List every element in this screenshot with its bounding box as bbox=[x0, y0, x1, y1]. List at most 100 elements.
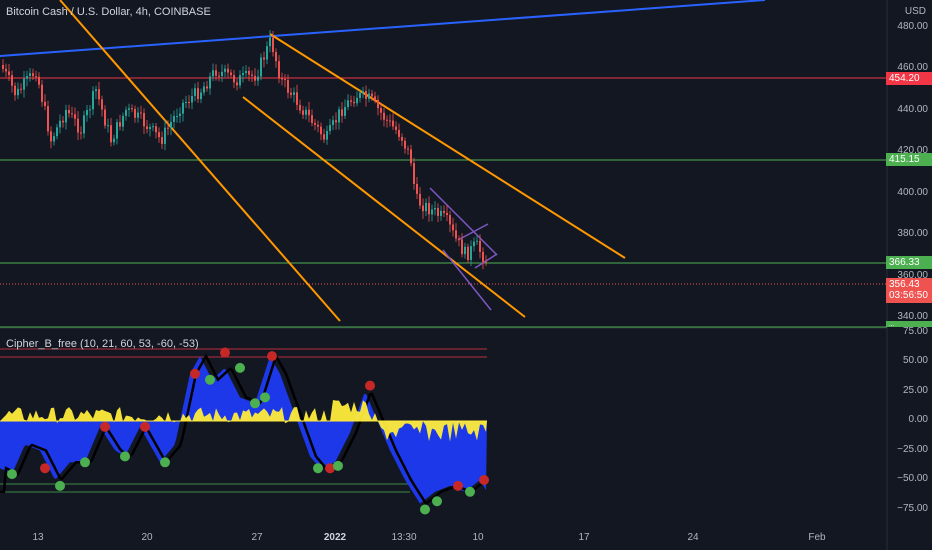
candle-body bbox=[260, 57, 262, 77]
candle-body bbox=[41, 84, 43, 102]
candle-body bbox=[143, 113, 145, 127]
candle-body bbox=[101, 99, 103, 110]
candle-body bbox=[152, 126, 154, 128]
candlestick-series bbox=[2, 29, 487, 270]
candle-body bbox=[197, 88, 199, 100]
indicator-series bbox=[0, 347, 489, 515]
candle-body bbox=[302, 110, 304, 115]
candle-body bbox=[14, 85, 16, 96]
candle-body bbox=[167, 127, 169, 129]
candle-body bbox=[467, 246, 469, 260]
candle-body bbox=[281, 78, 283, 80]
candle-body bbox=[68, 109, 70, 114]
candle-body bbox=[359, 92, 361, 98]
candle-body bbox=[443, 210, 445, 213]
candle-body bbox=[257, 76, 259, 81]
buy-dot bbox=[160, 457, 170, 468]
candle-body bbox=[461, 239, 463, 255]
sell-dot bbox=[220, 347, 230, 358]
time-tick: 10 bbox=[472, 532, 484, 543]
candle-body bbox=[365, 91, 367, 99]
candle-body bbox=[116, 122, 118, 139]
candle-body bbox=[368, 93, 370, 99]
candle-body bbox=[137, 112, 139, 118]
time-tick: 20 bbox=[141, 532, 153, 543]
candle-body bbox=[338, 109, 340, 123]
red-level-label: 454.20 bbox=[886, 72, 932, 85]
candle-body bbox=[455, 230, 457, 239]
price-tick: 440.00 bbox=[897, 104, 928, 115]
candle-body bbox=[32, 73, 34, 77]
candle-body bbox=[224, 68, 226, 72]
candle-body bbox=[485, 261, 487, 263]
time-tick: 2022 bbox=[323, 532, 347, 543]
candle-body bbox=[374, 96, 376, 100]
current-price-value: 356.43 bbox=[889, 279, 920, 290]
candle-body bbox=[335, 120, 337, 123]
orange-trendline-1[interactable] bbox=[59, 0, 341, 322]
candle-body bbox=[308, 109, 310, 116]
orange-channel-upper[interactable] bbox=[269, 33, 626, 259]
price-tick: 380.00 bbox=[897, 228, 928, 239]
candle-body bbox=[419, 193, 421, 206]
time-tick: 24 bbox=[687, 532, 699, 543]
candle-body bbox=[278, 61, 280, 79]
candle-body bbox=[20, 88, 22, 90]
purple-flag-pattern[interactable] bbox=[429, 187, 498, 311]
candle-body bbox=[275, 52, 277, 62]
candle-body bbox=[353, 101, 355, 104]
candle-body bbox=[314, 122, 316, 125]
candle-body bbox=[65, 109, 67, 123]
indicator-tick: 50.00 bbox=[902, 355, 928, 366]
currency-label: USD bbox=[904, 6, 926, 17]
candle-body bbox=[287, 80, 289, 93]
candle-body bbox=[74, 114, 76, 119]
candle-body bbox=[89, 109, 91, 111]
indicator-tick: −50.00 bbox=[897, 473, 928, 484]
indicator-title[interactable]: Cipher_B_free (10, 21, 60, 53, -60, -53) bbox=[6, 338, 199, 350]
price-tick: 460.00 bbox=[897, 62, 928, 73]
candle-body bbox=[470, 246, 472, 260]
candle-body bbox=[125, 109, 127, 116]
buy-dot bbox=[55, 480, 65, 491]
candle-body bbox=[347, 100, 349, 107]
candle-body bbox=[128, 108, 130, 110]
candle-body bbox=[386, 119, 388, 121]
candle-body bbox=[476, 240, 478, 242]
candle-body bbox=[59, 120, 61, 128]
candle-body bbox=[164, 127, 166, 144]
candle-body bbox=[17, 88, 19, 96]
candle-body bbox=[371, 93, 373, 97]
price-tick: 400.00 bbox=[897, 187, 928, 198]
candle-body bbox=[170, 121, 172, 128]
blue-trendline[interactable] bbox=[0, 0, 766, 57]
candle-body bbox=[188, 102, 190, 104]
candle-body bbox=[266, 46, 268, 60]
candle-body bbox=[425, 202, 427, 212]
candle-body bbox=[176, 116, 178, 118]
candle-body bbox=[437, 208, 439, 216]
candle-body bbox=[356, 97, 358, 104]
candle-body bbox=[305, 109, 307, 115]
candle-body bbox=[326, 131, 328, 140]
candle-body bbox=[362, 91, 364, 93]
candle-body bbox=[254, 75, 256, 81]
candle-body bbox=[416, 183, 418, 194]
candle-body bbox=[422, 205, 424, 212]
candle-body bbox=[332, 120, 334, 126]
buy-dot bbox=[420, 504, 430, 515]
orange-channel-lower[interactable] bbox=[242, 96, 526, 318]
candle-body bbox=[35, 76, 37, 78]
candle-body bbox=[323, 134, 325, 140]
candle-body bbox=[203, 86, 205, 93]
indicator-tick: −25.00 bbox=[897, 444, 928, 455]
candle-body bbox=[185, 102, 187, 104]
candle-body bbox=[473, 241, 475, 247]
candle-body bbox=[179, 113, 181, 117]
candle-body bbox=[119, 122, 121, 127]
candle-body bbox=[2, 65, 4, 69]
candle-body bbox=[413, 163, 415, 184]
candle-body bbox=[173, 116, 175, 122]
candle-body bbox=[482, 251, 484, 262]
